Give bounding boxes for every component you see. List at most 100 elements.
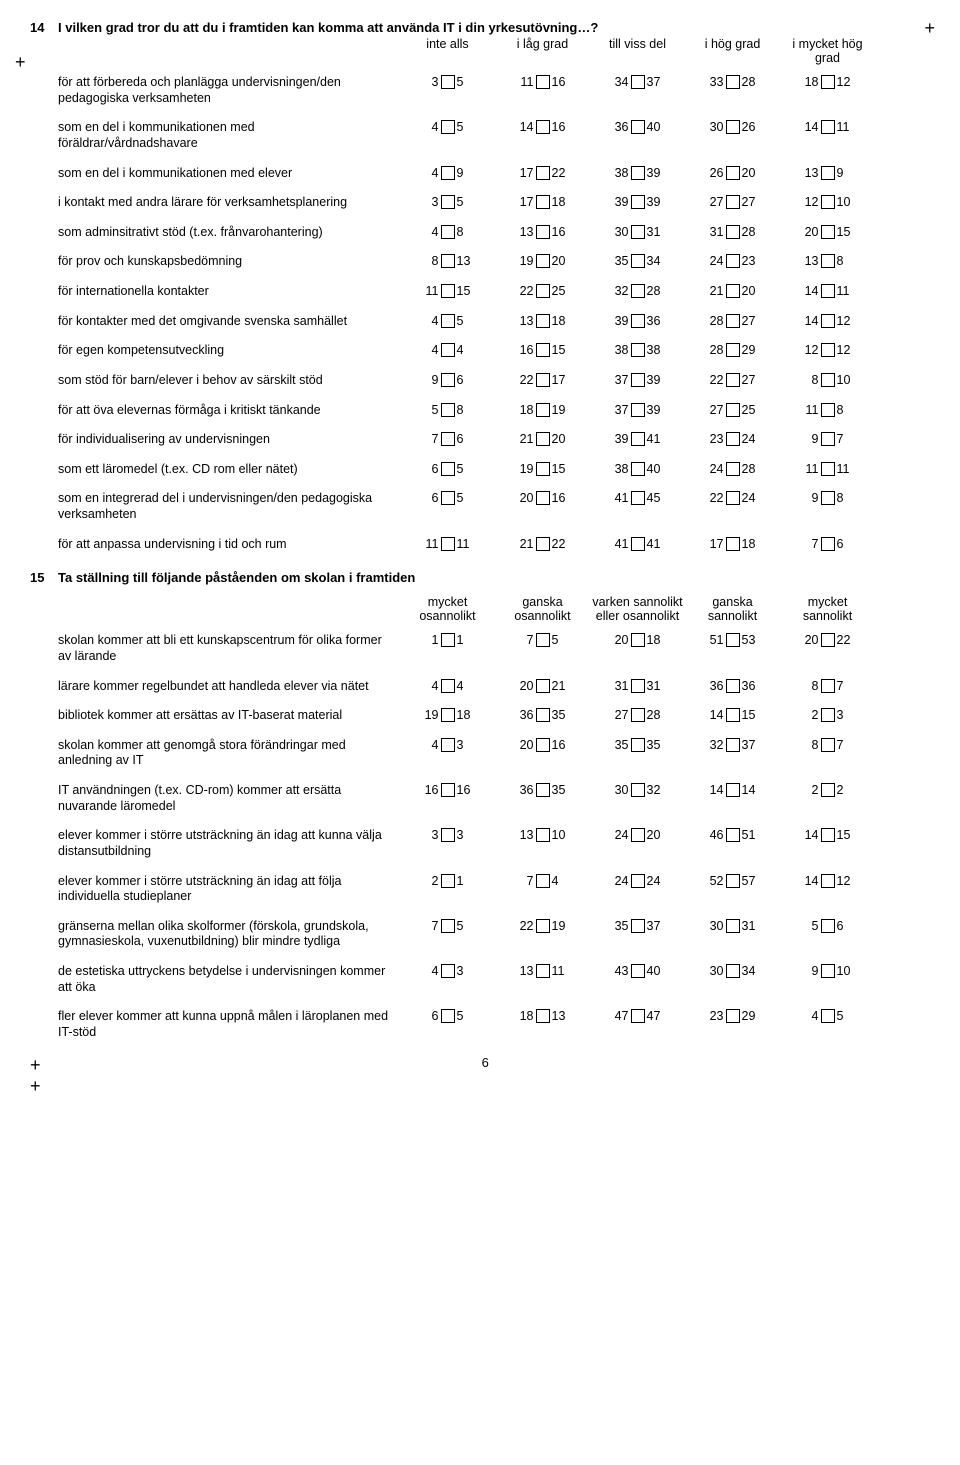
checkbox-icon[interactable] (821, 225, 835, 239)
checkbox-icon[interactable] (821, 537, 835, 551)
checkbox-icon[interactable] (726, 828, 740, 842)
checkbox-icon[interactable] (536, 491, 550, 505)
checkbox-icon[interactable] (631, 195, 645, 209)
checkbox-icon[interactable] (726, 633, 740, 647)
checkbox-icon[interactable] (821, 491, 835, 505)
checkbox-icon[interactable] (726, 462, 740, 476)
checkbox-icon[interactable] (726, 166, 740, 180)
checkbox-icon[interactable] (821, 373, 835, 387)
checkbox-icon[interactable] (536, 343, 550, 357)
checkbox-icon[interactable] (536, 537, 550, 551)
checkbox-icon[interactable] (536, 225, 550, 239)
checkbox-icon[interactable] (821, 120, 835, 134)
checkbox-icon[interactable] (821, 403, 835, 417)
checkbox-icon[interactable] (441, 738, 455, 752)
checkbox-icon[interactable] (726, 491, 740, 505)
checkbox-icon[interactable] (536, 1009, 550, 1023)
checkbox-icon[interactable] (631, 633, 645, 647)
checkbox-icon[interactable] (441, 120, 455, 134)
checkbox-icon[interactable] (441, 284, 455, 298)
checkbox-icon[interactable] (726, 75, 740, 89)
checkbox-icon[interactable] (821, 343, 835, 357)
checkbox-icon[interactable] (536, 403, 550, 417)
checkbox-icon[interactable] (821, 783, 835, 797)
checkbox-icon[interactable] (821, 432, 835, 446)
checkbox-icon[interactable] (441, 373, 455, 387)
checkbox-icon[interactable] (631, 1009, 645, 1023)
checkbox-icon[interactable] (726, 679, 740, 693)
checkbox-icon[interactable] (631, 874, 645, 888)
checkbox-icon[interactable] (631, 783, 645, 797)
checkbox-icon[interactable] (631, 708, 645, 722)
checkbox-icon[interactable] (631, 373, 645, 387)
checkbox-icon[interactable] (536, 633, 550, 647)
checkbox-icon[interactable] (821, 679, 835, 693)
checkbox-icon[interactable] (536, 314, 550, 328)
checkbox-icon[interactable] (441, 403, 455, 417)
checkbox-icon[interactable] (726, 225, 740, 239)
checkbox-icon[interactable] (631, 75, 645, 89)
checkbox-icon[interactable] (441, 462, 455, 476)
checkbox-icon[interactable] (821, 874, 835, 888)
checkbox-icon[interactable] (441, 783, 455, 797)
checkbox-icon[interactable] (726, 874, 740, 888)
checkbox-icon[interactable] (726, 708, 740, 722)
checkbox-icon[interactable] (631, 254, 645, 268)
checkbox-icon[interactable] (441, 166, 455, 180)
checkbox-icon[interactable] (441, 708, 455, 722)
checkbox-icon[interactable] (821, 166, 835, 180)
checkbox-icon[interactable] (536, 874, 550, 888)
checkbox-icon[interactable] (821, 75, 835, 89)
checkbox-icon[interactable] (536, 166, 550, 180)
checkbox-icon[interactable] (536, 783, 550, 797)
checkbox-icon[interactable] (536, 679, 550, 693)
checkbox-icon[interactable] (631, 491, 645, 505)
checkbox-icon[interactable] (726, 432, 740, 446)
checkbox-icon[interactable] (631, 343, 645, 357)
checkbox-icon[interactable] (726, 403, 740, 417)
checkbox-icon[interactable] (821, 708, 835, 722)
checkbox-icon[interactable] (631, 537, 645, 551)
checkbox-icon[interactable] (441, 195, 455, 209)
checkbox-icon[interactable] (821, 633, 835, 647)
checkbox-icon[interactable] (536, 254, 550, 268)
checkbox-icon[interactable] (441, 828, 455, 842)
checkbox-icon[interactable] (726, 738, 740, 752)
checkbox-icon[interactable] (726, 919, 740, 933)
checkbox-icon[interactable] (536, 738, 550, 752)
checkbox-icon[interactable] (726, 254, 740, 268)
checkbox-icon[interactable] (631, 225, 645, 239)
checkbox-icon[interactable] (726, 1009, 740, 1023)
checkbox-icon[interactable] (441, 633, 455, 647)
checkbox-icon[interactable] (726, 314, 740, 328)
checkbox-icon[interactable] (441, 964, 455, 978)
checkbox-icon[interactable] (631, 828, 645, 842)
checkbox-icon[interactable] (726, 537, 740, 551)
checkbox-icon[interactable] (631, 679, 645, 693)
checkbox-icon[interactable] (726, 120, 740, 134)
checkbox-icon[interactable] (726, 964, 740, 978)
checkbox-icon[interactable] (631, 284, 645, 298)
checkbox-icon[interactable] (631, 314, 645, 328)
checkbox-icon[interactable] (821, 919, 835, 933)
checkbox-icon[interactable] (631, 462, 645, 476)
checkbox-icon[interactable] (631, 432, 645, 446)
checkbox-icon[interactable] (441, 679, 455, 693)
checkbox-icon[interactable] (441, 874, 455, 888)
checkbox-icon[interactable] (821, 828, 835, 842)
checkbox-icon[interactable] (536, 462, 550, 476)
checkbox-icon[interactable] (821, 738, 835, 752)
checkbox-icon[interactable] (726, 284, 740, 298)
checkbox-icon[interactable] (441, 1009, 455, 1023)
checkbox-icon[interactable] (821, 314, 835, 328)
checkbox-icon[interactable] (441, 254, 455, 268)
checkbox-icon[interactable] (441, 225, 455, 239)
checkbox-icon[interactable] (441, 919, 455, 933)
checkbox-icon[interactable] (536, 432, 550, 446)
checkbox-icon[interactable] (441, 314, 455, 328)
checkbox-icon[interactable] (726, 373, 740, 387)
checkbox-icon[interactable] (631, 166, 645, 180)
checkbox-icon[interactable] (726, 195, 740, 209)
checkbox-icon[interactable] (536, 195, 550, 209)
checkbox-icon[interactable] (726, 783, 740, 797)
